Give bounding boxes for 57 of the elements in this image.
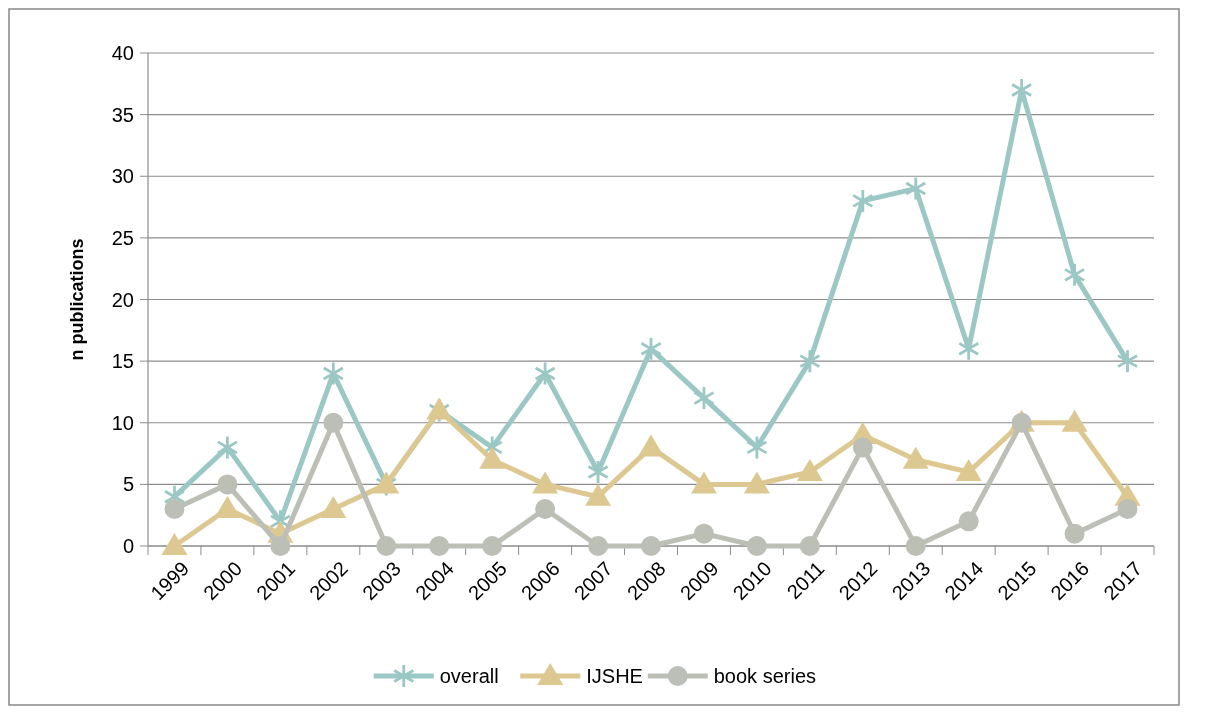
y-tick-label: 0 (122, 535, 134, 557)
point (534, 362, 556, 385)
point (323, 362, 344, 385)
point (535, 499, 556, 520)
point (270, 536, 291, 556)
point (532, 471, 559, 494)
point (693, 387, 715, 410)
point (746, 436, 768, 459)
y-tick-label: 35 (111, 103, 134, 126)
point (320, 496, 347, 519)
point (690, 471, 717, 494)
y-tick-label: 20 (111, 288, 134, 311)
point (852, 189, 874, 212)
point (587, 461, 609, 484)
point (585, 483, 612, 506)
point (1117, 350, 1138, 373)
y-tick-label: 30 (111, 165, 134, 188)
y-tick-label: 25 (111, 226, 134, 249)
point (482, 536, 503, 556)
point (638, 434, 664, 457)
point (164, 499, 185, 520)
y-tick-label: 10 (111, 411, 134, 434)
legend-label: IJSHE (586, 665, 643, 687)
point (958, 337, 979, 360)
point (217, 436, 238, 459)
point (902, 446, 929, 469)
point (955, 459, 982, 482)
point (905, 177, 926, 200)
point (641, 536, 661, 556)
point (1117, 499, 1138, 520)
point (640, 337, 662, 360)
point (1064, 263, 1085, 286)
point (479, 446, 506, 469)
point (588, 536, 609, 556)
point (743, 471, 770, 494)
y-axis-title: n publications (67, 238, 87, 361)
point (958, 511, 979, 532)
point (161, 533, 188, 555)
point (1061, 409, 1088, 432)
point (323, 412, 344, 433)
legend-label: book series (713, 665, 817, 687)
point (693, 523, 714, 544)
point (217, 474, 238, 495)
point (429, 536, 450, 556)
y-tick-label: 5 (122, 473, 134, 496)
point (852, 437, 873, 458)
point (214, 496, 241, 519)
point (1064, 523, 1085, 544)
legend-label: overall (439, 665, 499, 687)
y-tick-label: 40 (111, 42, 134, 64)
point (905, 536, 926, 556)
point (796, 459, 823, 482)
point (799, 350, 821, 373)
point (376, 536, 397, 556)
point (746, 536, 767, 556)
point (799, 536, 820, 556)
y-tick-label: 15 (111, 350, 134, 373)
